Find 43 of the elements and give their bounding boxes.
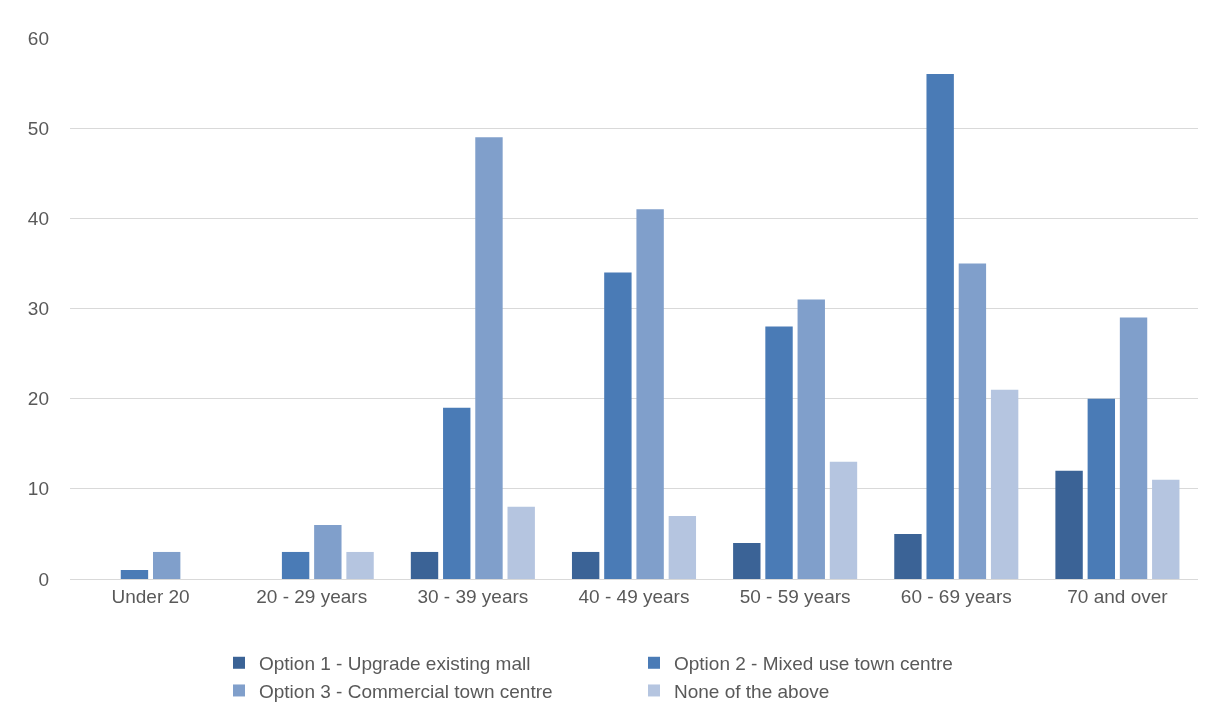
bar	[1087, 398, 1116, 579]
y-tick-label: 60	[27, 27, 49, 49]
bar	[926, 74, 954, 579]
bar	[314, 524, 342, 579]
y-tick-label: 20	[27, 388, 49, 410]
bar	[604, 272, 632, 579]
x-tick-label: 20 - 29 years	[256, 585, 368, 607]
bar	[507, 506, 535, 579]
bar	[636, 209, 664, 579]
bar	[443, 407, 471, 579]
bar	[152, 551, 181, 579]
x-tick-label: 30 - 39 years	[417, 585, 529, 607]
x-tick-label: 70 and over	[1067, 585, 1169, 607]
bar	[894, 533, 922, 579]
bar	[281, 551, 310, 579]
y-tick-label: 40	[27, 207, 49, 229]
bar	[1152, 479, 1180, 579]
bar	[346, 551, 374, 579]
bar	[120, 569, 149, 579]
legend-label: Option 1 - Upgrade existing mall	[259, 653, 531, 675]
bar	[475, 137, 503, 579]
y-tick-label: 0	[38, 568, 49, 590]
bar	[1119, 317, 1148, 579]
x-tick-label: 40 - 49 years	[578, 585, 690, 607]
y-tick-label: 30	[27, 298, 49, 320]
bar	[571, 551, 600, 579]
bar	[797, 299, 825, 579]
legend-label: Option 3 - Commercial town centre	[259, 680, 553, 702]
x-tick-label: Under 20	[111, 585, 190, 607]
legend-label: None of the above	[674, 680, 830, 702]
bar	[765, 326, 793, 579]
x-tick-label: 50 - 59 years	[739, 585, 851, 607]
bar	[958, 263, 987, 579]
bar	[733, 542, 761, 579]
x-tick-label: 60 - 69 years	[900, 585, 1012, 607]
y-tick-label: 10	[27, 478, 49, 500]
bar	[990, 389, 1019, 579]
bar	[829, 461, 858, 579]
bar	[1055, 470, 1083, 579]
bar	[668, 515, 697, 579]
bar	[410, 551, 439, 579]
y-tick-label: 50	[27, 117, 49, 139]
legend-label: Option 2 - Mixed use town centre	[674, 653, 953, 675]
